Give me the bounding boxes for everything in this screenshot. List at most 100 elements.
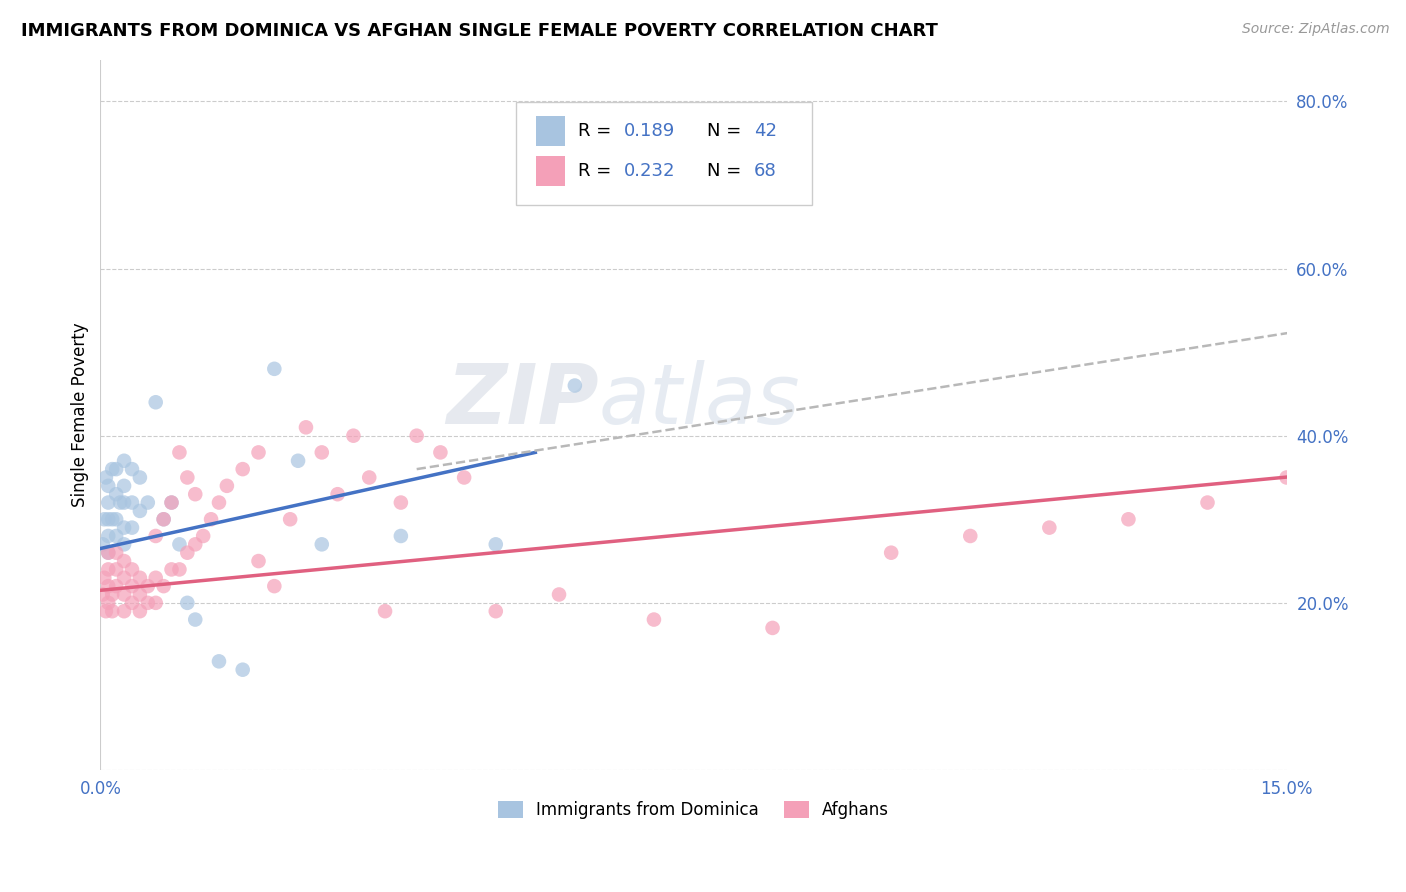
Point: [1118, 512, 1140, 526]
Text: Source: ZipAtlas.com: Source: ZipAtlas.com: [1241, 22, 1389, 37]
Point: [145, 571, 167, 585]
Text: ZIP: ZIP: [446, 360, 599, 441]
Point: [136, 579, 159, 593]
Point: [278, 512, 301, 526]
Point: [295, 420, 318, 434]
Point: [658, 161, 681, 176]
Point: [112, 571, 135, 585]
Point: [311, 537, 333, 551]
Point: [121, 521, 143, 535]
Point: [176, 596, 198, 610]
Point: [263, 361, 285, 376]
Point: [548, 587, 571, 601]
Point: [112, 479, 135, 493]
Point: [160, 562, 183, 576]
Point: [247, 554, 270, 568]
Point: [112, 454, 135, 468]
Point: [121, 596, 143, 610]
Y-axis label: Single Female Poverty: Single Female Poverty: [72, 323, 89, 508]
Point: [453, 470, 475, 484]
Text: 0.189: 0.189: [623, 121, 675, 140]
Point: [342, 428, 364, 442]
Point: [215, 479, 238, 493]
Point: [145, 395, 167, 409]
Text: 68: 68: [754, 162, 776, 180]
Point: [374, 604, 396, 618]
Point: [128, 504, 150, 518]
Point: [232, 462, 254, 476]
Point: [191, 529, 214, 543]
Text: IMMIGRANTS FROM DOMINICA VS AFGHAN SINGLE FEMALE POVERTY CORRELATION CHART: IMMIGRANTS FROM DOMINICA VS AFGHAN SINGL…: [21, 22, 938, 40]
Point: [643, 613, 665, 627]
Point: [880, 546, 903, 560]
Point: [389, 495, 412, 509]
Point: [112, 537, 135, 551]
Point: [405, 428, 427, 442]
Point: [152, 579, 174, 593]
Point: [105, 579, 128, 593]
Point: [128, 604, 150, 618]
Point: [112, 521, 135, 535]
Point: [176, 470, 198, 484]
Point: [359, 470, 381, 484]
Point: [91, 537, 114, 551]
Point: [112, 587, 135, 601]
Point: [145, 596, 167, 610]
Point: [1038, 521, 1060, 535]
FancyBboxPatch shape: [536, 156, 565, 186]
Point: [112, 495, 135, 509]
Text: 42: 42: [754, 121, 778, 140]
Text: 0.232: 0.232: [623, 162, 675, 180]
Point: [121, 562, 143, 576]
Point: [97, 546, 120, 560]
FancyBboxPatch shape: [516, 103, 813, 205]
Point: [145, 529, 167, 543]
Point: [1315, 470, 1337, 484]
Point: [136, 495, 159, 509]
Text: N =: N =: [707, 121, 747, 140]
Point: [105, 529, 128, 543]
Point: [169, 537, 191, 551]
Point: [93, 512, 115, 526]
Point: [184, 487, 207, 501]
Point: [97, 546, 120, 560]
Point: [169, 445, 191, 459]
Point: [152, 512, 174, 526]
Point: [91, 587, 114, 601]
Text: R =: R =: [578, 121, 617, 140]
Point: [101, 604, 124, 618]
Point: [97, 562, 120, 576]
Point: [94, 470, 117, 484]
Point: [1275, 470, 1298, 484]
Point: [184, 537, 207, 551]
Point: [105, 462, 128, 476]
Point: [326, 487, 349, 501]
Point: [101, 462, 124, 476]
Point: [169, 562, 191, 576]
Point: [389, 529, 412, 543]
Point: [121, 495, 143, 509]
Point: [184, 613, 207, 627]
Point: [93, 571, 115, 585]
Point: [959, 529, 981, 543]
Point: [208, 654, 231, 668]
Point: [485, 604, 508, 618]
Point: [152, 512, 174, 526]
Point: [97, 596, 120, 610]
Point: [761, 621, 783, 635]
Point: [232, 663, 254, 677]
Point: [160, 495, 183, 509]
Point: [97, 529, 120, 543]
Point: [112, 604, 135, 618]
Point: [208, 495, 231, 509]
FancyBboxPatch shape: [536, 117, 565, 146]
Point: [485, 537, 508, 551]
Point: [105, 562, 128, 576]
Point: [105, 546, 128, 560]
Point: [200, 512, 222, 526]
Point: [128, 470, 150, 484]
Point: [128, 571, 150, 585]
Point: [97, 495, 120, 509]
Point: [1354, 454, 1376, 468]
Point: [429, 445, 451, 459]
